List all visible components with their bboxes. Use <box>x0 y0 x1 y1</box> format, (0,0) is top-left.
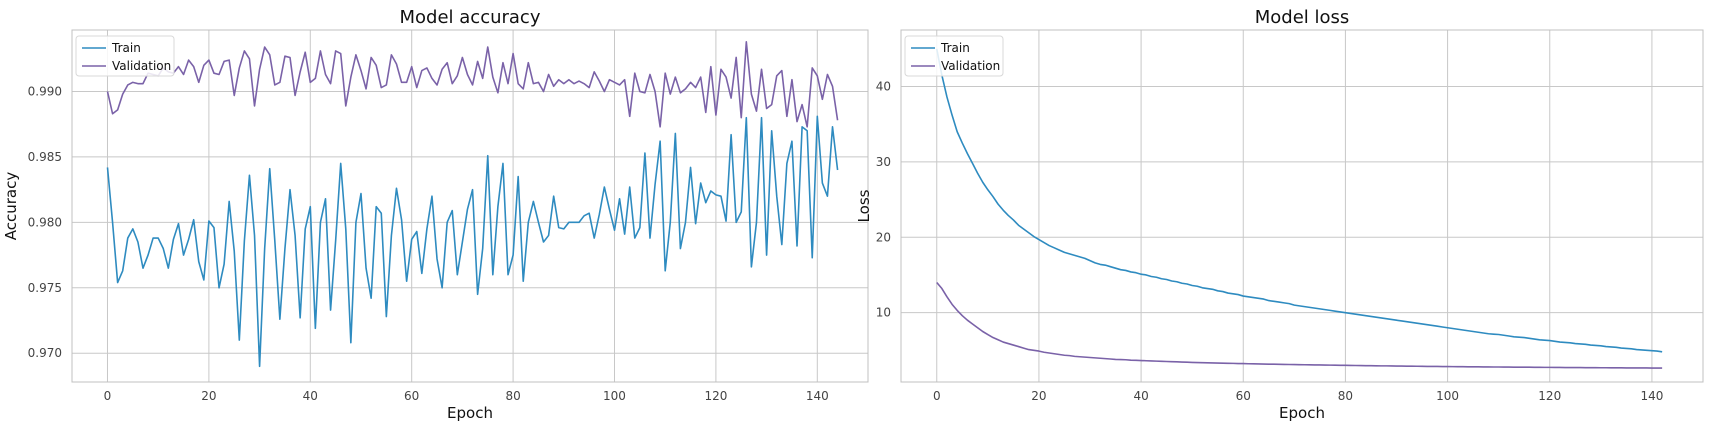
x-tick-label: 80 <box>505 389 520 403</box>
legend-label-validation: Validation <box>941 59 1000 73</box>
y-tick-label: 0.975 <box>28 281 62 295</box>
legend-label-train: Train <box>940 41 970 55</box>
plot-frame <box>71 29 869 383</box>
x-tick-label: 0 <box>104 389 112 403</box>
y-tick-label: 0.980 <box>28 215 62 229</box>
series-line-train <box>106 115 839 368</box>
chart-panel-1: 0 20 40 60 80 100 120 140 10 20 30 40 Model loss Epoc… <box>855 7 1704 422</box>
y-tick-label: 30 <box>876 155 891 169</box>
x-tick-label: 120 <box>1538 389 1561 403</box>
x-tick-label: 40 <box>1133 389 1148 403</box>
x-tick-label: 140 <box>1640 389 1663 403</box>
x-axis-label: Epoch <box>447 404 493 422</box>
x-tick-label: 20 <box>201 389 216 403</box>
legend-label-validation: Validation <box>112 59 171 73</box>
x-tick-label: 140 <box>806 389 829 403</box>
x-tick-label: 100 <box>1436 389 1459 403</box>
x-tick-label: 20 <box>1031 389 1046 403</box>
chart-panel-0: 0 20 40 60 80 100 120 140 0.970 0.975 0.980 0.985 0.… <box>2 7 869 422</box>
y-tick-label: 10 <box>876 306 891 320</box>
legend-label-train: Train <box>111 41 141 55</box>
y-axis-label: Accuracy <box>2 172 20 241</box>
y-tick-label: 0.990 <box>28 85 62 99</box>
x-tick-label: 60 <box>404 389 419 403</box>
x-tick-label: 40 <box>303 389 318 403</box>
series-line-validation <box>106 40 839 128</box>
series-line-train <box>935 48 1663 353</box>
legend: Train Validation <box>904 35 1004 77</box>
y-tick-label: 40 <box>876 80 891 94</box>
chart-title: Model accuracy <box>400 7 541 28</box>
y-tick-label: 0.985 <box>28 150 62 164</box>
chart-title: Model loss <box>1255 7 1350 28</box>
series-line-validation <box>936 281 1663 369</box>
x-tick-label: 120 <box>704 389 727 403</box>
x-tick-label: 60 <box>1236 389 1251 403</box>
plot-frame <box>900 29 1704 383</box>
x-tick-label: 0 <box>933 389 941 403</box>
x-tick-label: 80 <box>1338 389 1353 403</box>
y-tick-label: 0.970 <box>28 346 62 360</box>
y-axis-label: Loss <box>855 189 873 222</box>
y-tick-label: 20 <box>876 230 891 244</box>
legend: Train Validation <box>75 35 175 77</box>
x-axis-label: Epoch <box>1279 404 1325 422</box>
x-tick-label: 100 <box>603 389 626 403</box>
